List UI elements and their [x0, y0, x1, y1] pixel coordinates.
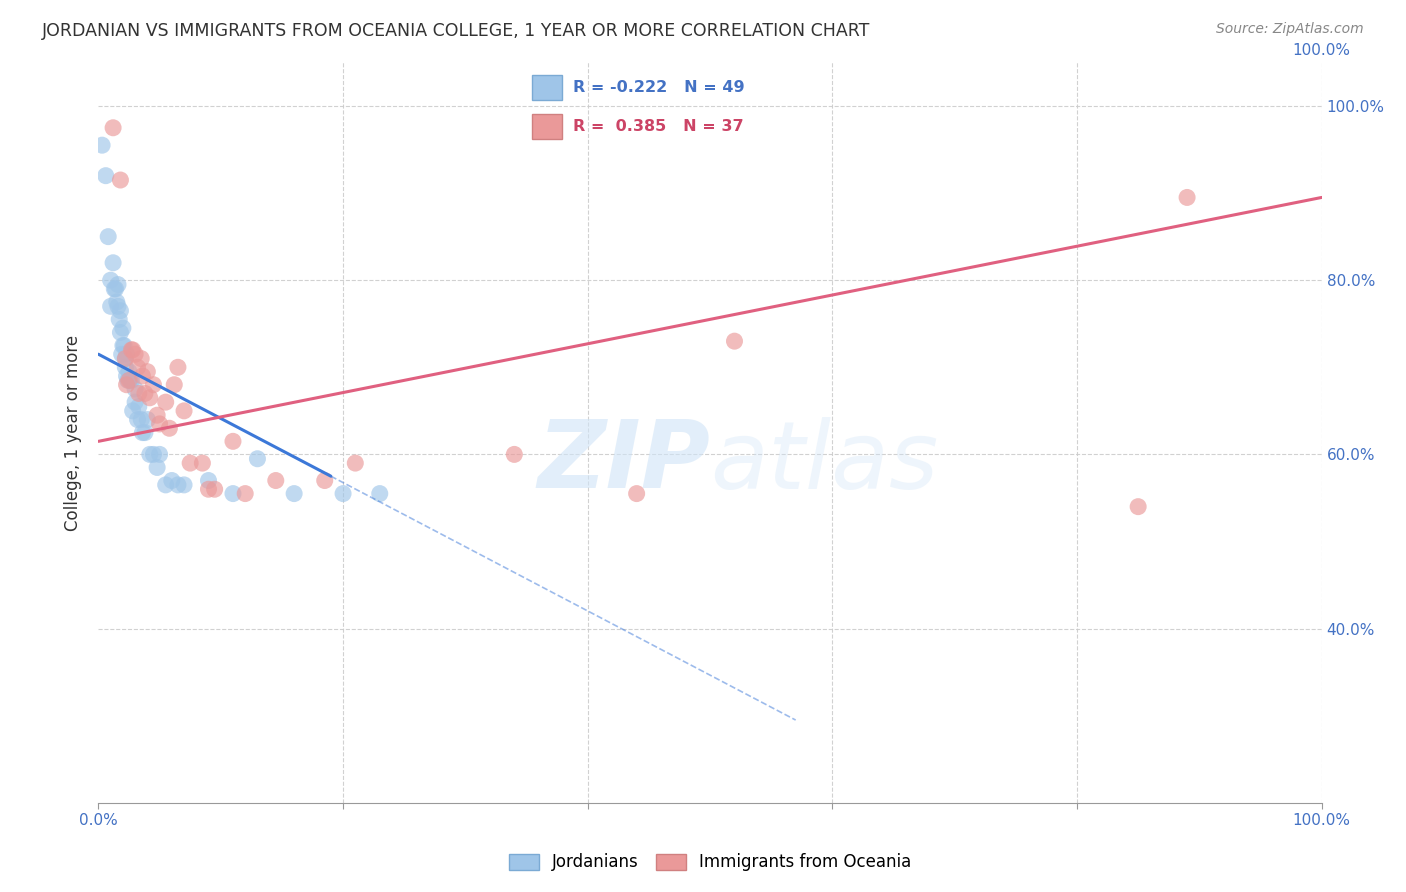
Point [167, 478, 190, 492]
Point [368, 486, 391, 500]
Point [111, 321, 134, 335]
Point [155, 478, 177, 492]
Point [139, 447, 162, 461]
Point [118, 373, 141, 387]
Point [155, 395, 177, 409]
Point [100, 299, 122, 313]
Text: Source: ZipAtlas.com: Source: ZipAtlas.com [1216, 22, 1364, 37]
Point [108, 312, 131, 326]
Point [246, 451, 269, 466]
Point [264, 474, 287, 488]
Text: R =  0.385   N = 37: R = 0.385 N = 37 [574, 120, 744, 134]
Point [128, 386, 150, 401]
Point [1128, 500, 1150, 514]
Point [149, 447, 172, 461]
Point [117, 373, 139, 387]
Point [222, 434, 245, 449]
Point [118, 365, 141, 379]
Point [131, 425, 153, 440]
Point [124, 382, 146, 396]
Point [115, 369, 138, 384]
Point [233, 486, 256, 500]
Point [146, 460, 169, 475]
Point [129, 351, 152, 366]
Point [1175, 190, 1198, 204]
Point [146, 408, 169, 422]
Point [139, 391, 162, 405]
Point [134, 425, 156, 440]
Point [157, 421, 180, 435]
Point [101, 256, 124, 270]
Point [121, 404, 143, 418]
Text: ZIP: ZIP [537, 417, 710, 508]
Point [163, 377, 186, 392]
Text: R = -0.222   N = 49: R = -0.222 N = 49 [574, 80, 745, 95]
Point [114, 351, 136, 366]
Point [503, 447, 526, 461]
Text: JORDANIAN VS IMMIGRANTS FROM OCEANIA COLLEGE, 1 YEAR OR MORE CORRELATION CHART: JORDANIAN VS IMMIGRANTS FROM OCEANIA COL… [42, 22, 870, 40]
Point [314, 474, 336, 488]
Point [222, 486, 245, 500]
Point [97, 229, 120, 244]
Point [129, 412, 152, 426]
Point [332, 486, 354, 500]
Point [120, 373, 142, 387]
Point [127, 412, 149, 426]
Point [103, 282, 125, 296]
Point [173, 404, 195, 418]
Point [114, 360, 136, 375]
Point [121, 343, 143, 357]
Point [107, 299, 129, 313]
Point [149, 417, 172, 431]
Point [100, 273, 122, 287]
Text: atlas: atlas [710, 417, 938, 508]
Point [115, 347, 138, 361]
Point [124, 395, 146, 409]
Point [160, 474, 183, 488]
Point [127, 360, 149, 375]
Point [179, 456, 201, 470]
Point [197, 474, 219, 488]
Point [204, 482, 226, 496]
Point [191, 456, 214, 470]
Point [112, 338, 135, 352]
Point [91, 138, 114, 153]
Point [120, 343, 142, 357]
Point [105, 295, 128, 310]
Legend: Jordanians, Immigrants from Oceania: Jordanians, Immigrants from Oceania [501, 845, 920, 880]
Point [134, 386, 156, 401]
Point [111, 347, 134, 361]
Point [124, 347, 146, 361]
Point [114, 351, 136, 366]
Point [167, 360, 190, 375]
Point [173, 478, 195, 492]
Y-axis label: College, 1 year or more: College, 1 year or more [65, 334, 83, 531]
Point [626, 486, 648, 500]
Point [344, 456, 367, 470]
Point [110, 303, 132, 318]
Point [142, 447, 165, 461]
Point [111, 338, 134, 352]
Point [110, 173, 132, 187]
FancyBboxPatch shape [531, 114, 561, 139]
Point [115, 377, 138, 392]
Point [283, 486, 305, 500]
Point [142, 377, 165, 392]
Point [120, 373, 142, 387]
Point [101, 120, 124, 135]
Point [136, 365, 159, 379]
FancyBboxPatch shape [531, 75, 561, 100]
Point [136, 412, 159, 426]
Point [128, 400, 150, 414]
Point [94, 169, 117, 183]
Point [107, 277, 129, 292]
Point [723, 334, 745, 348]
Point [197, 482, 219, 496]
Point [104, 282, 127, 296]
Point [110, 326, 132, 340]
Point [131, 369, 153, 384]
